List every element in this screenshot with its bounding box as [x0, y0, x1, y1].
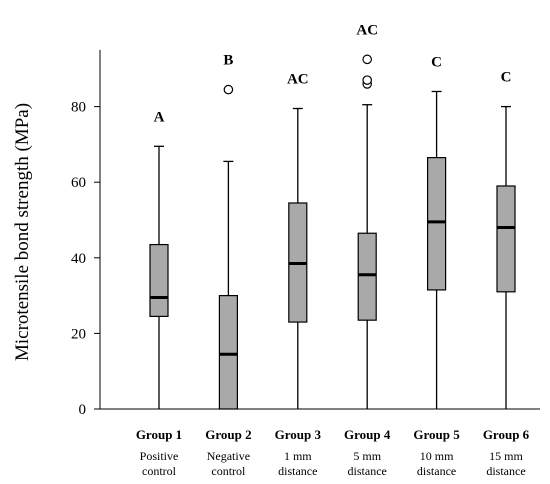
axes: 0 20 40 60 80	[71, 49, 540, 418]
group-desc-label: Positive	[140, 449, 179, 463]
box	[357, 232, 377, 321]
group-name-label: Group 4	[344, 427, 391, 442]
group-desc-label: Negative	[207, 449, 250, 463]
group-desc-label: 10 mm	[420, 449, 454, 463]
y-tick-label: 40	[71, 251, 86, 267]
outlier-point	[362, 75, 372, 85]
significance-letter: AC	[287, 71, 309, 87]
box-group: B	[218, 53, 238, 410]
y-tick-label: 0	[79, 402, 87, 418]
significance-letter: A	[154, 109, 165, 125]
box-group: A	[149, 109, 169, 409]
group-desc-label: 15 mm	[489, 449, 523, 463]
group-name-label: Group 2	[205, 427, 251, 442]
group-desc-label: 5 mm	[353, 449, 381, 463]
box	[149, 243, 169, 317]
group-desc-label: distance	[278, 464, 317, 478]
significance-letter: AC	[356, 22, 378, 38]
group-desc-label: distance	[417, 464, 456, 478]
group-name-label: Group 5	[413, 427, 460, 442]
group-name-label: Group 1	[136, 427, 182, 442]
significance-letter: C	[501, 70, 512, 86]
box	[496, 185, 516, 293]
box	[427, 157, 447, 291]
group-desc-label: control	[211, 464, 246, 478]
group-desc-label: distance	[486, 464, 525, 478]
group-name-label: Group 6	[483, 427, 530, 442]
outlier-point	[223, 84, 234, 95]
box-group: AC	[287, 71, 309, 409]
y-axis-label: Microtensile bond strength (MPa)	[12, 103, 33, 361]
group-name-label: Group 3	[275, 427, 322, 442]
outlier-point	[362, 54, 372, 65]
box	[218, 295, 238, 410]
significance-letter: C	[431, 54, 442, 70]
y-tick-label: 80	[71, 100, 86, 116]
group-desc-label: control	[142, 464, 177, 478]
box-group: AC	[356, 22, 378, 409]
box-group: C	[427, 54, 447, 409]
significance-letter: B	[223, 53, 233, 69]
box-series: A B AC AC C C	[149, 22, 516, 410]
y-tick-label: 20	[71, 326, 86, 342]
y-tick-label: 60	[71, 175, 86, 191]
box-group: C	[496, 70, 516, 409]
group-desc-label: 1 mm	[284, 449, 312, 463]
group-desc-label: distance	[348, 464, 387, 478]
